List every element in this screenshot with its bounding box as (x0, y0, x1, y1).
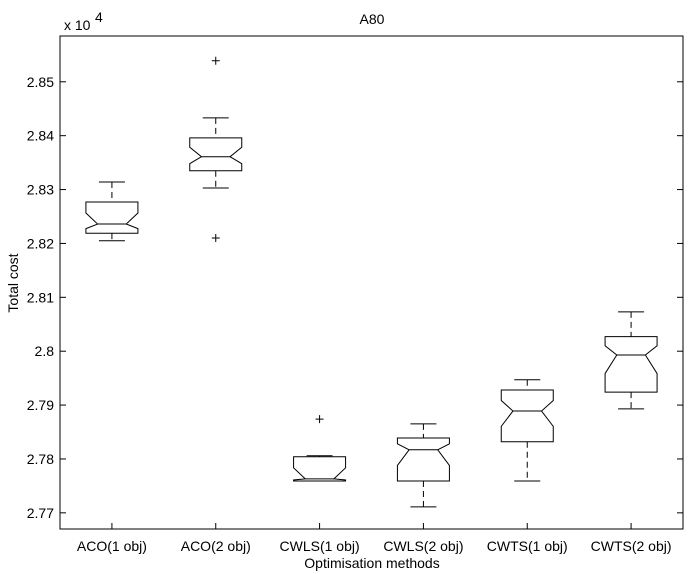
box (189, 137, 243, 172)
outlier (315, 415, 324, 424)
box (500, 389, 554, 443)
y-tick-label: 2.81 (27, 289, 54, 305)
box (293, 456, 347, 482)
outlier (211, 234, 220, 243)
scale-label: x 10 (64, 17, 91, 33)
y-tick-label: 2.83 (27, 182, 54, 198)
y-tick-label: 2.82 (27, 235, 54, 251)
y-tick-label: 2.8 (35, 343, 55, 359)
x-tick-label: ACO(2 obj) (181, 538, 251, 554)
y-axis-label: Total cost (5, 253, 21, 312)
y-tick-label: 2.77 (27, 505, 54, 521)
x-axis-label: Optimisation methods (304, 555, 439, 571)
x-tick-label: CWTS(1 obj) (487, 538, 568, 554)
plot-frame (59, 35, 684, 530)
box (85, 201, 139, 234)
chart-title: A80 (360, 11, 385, 27)
y-tick-label: 2.78 (27, 451, 54, 467)
x-tick-label: CWLS(1 obj) (280, 538, 360, 554)
y-tick-label: 2.79 (27, 397, 54, 413)
outlier (211, 56, 220, 65)
scale-exponent: 4 (95, 9, 103, 25)
x-tick-label: CWTS(2 obj) (591, 538, 672, 554)
y-tick-label: 2.84 (27, 128, 54, 144)
y-tick-label: 2.85 (27, 74, 54, 90)
box (396, 437, 450, 482)
x-tick-label: ACO(1 obj) (77, 538, 147, 554)
x-tick-label: CWLS(2 obj) (383, 538, 463, 554)
box (604, 336, 658, 393)
